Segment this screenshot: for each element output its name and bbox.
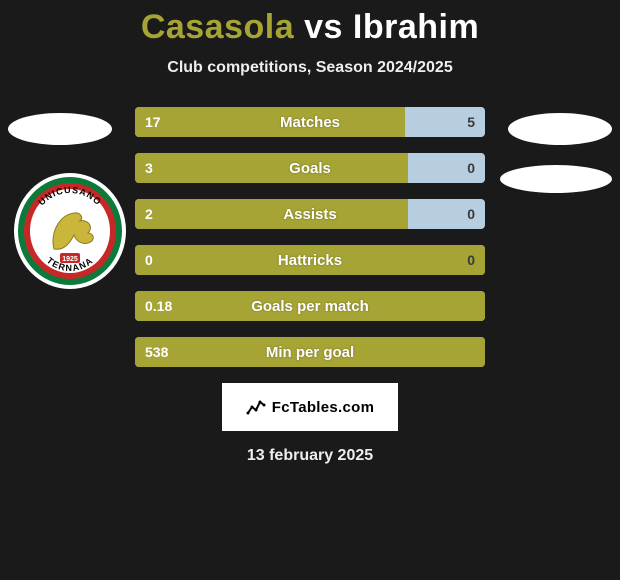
stat-value-right: 0 (457, 199, 485, 229)
page-title: Casasola vs Ibrahim (0, 0, 620, 47)
stat-value-left: 3 (135, 153, 163, 183)
stat-value-right: 0 (457, 245, 485, 275)
stat-row: 2Assists0 (135, 199, 485, 229)
badge-year: 1925 (62, 256, 78, 263)
stat-row: 17Matches5 (135, 107, 485, 137)
stat-value-left: 17 (135, 107, 171, 137)
chart-icon (246, 397, 266, 417)
fctables-watermark: FcTables.com (222, 383, 398, 431)
stat-value-left: 0.18 (135, 291, 182, 321)
stat-bar-left-fill (135, 199, 408, 229)
club-badge-svg: UNICUSANO TERNANA 1925 (10, 171, 130, 291)
player2-disc-placeholder-1 (508, 113, 612, 145)
fctables-label: FcTables.com (272, 399, 375, 416)
stat-value-left: 0 (135, 245, 163, 275)
title-vs: vs (304, 8, 343, 46)
stat-bar-left-fill (135, 107, 405, 137)
stat-row: 3Goals0 (135, 153, 485, 183)
player2-disc-placeholder-2 (500, 165, 612, 193)
comparison-stage: UNICUSANO TERNANA 1925 17Matches5 3Goals0… (0, 107, 620, 367)
stat-row: 0.18Goals per match (135, 291, 485, 321)
stat-bar-left-fill (135, 337, 485, 367)
player1-disc-placeholder (8, 113, 112, 145)
stat-value-right: 0 (457, 153, 485, 183)
stat-value-right (465, 291, 485, 321)
title-player1: Casasola (141, 8, 294, 46)
stat-value-right (465, 337, 485, 367)
snapshot-date: 13 february 2025 (0, 447, 620, 465)
stat-bars: 17Matches5 3Goals0 2Assists0 0Hattricks0 0.1… (135, 107, 485, 367)
stat-value-left: 2 (135, 199, 163, 229)
stat-row: 0Hattricks0 (135, 245, 485, 275)
stat-bar-left-fill (135, 245, 485, 275)
stat-value-right: 5 (457, 107, 485, 137)
stat-bar-left-fill (135, 291, 485, 321)
stat-value-left: 538 (135, 337, 178, 367)
player1-club-badge: UNICUSANO TERNANA 1925 (10, 171, 130, 291)
stat-bar-left-fill (135, 153, 408, 183)
title-player2: Ibrahim (353, 8, 479, 46)
stat-row: 538Min per goal (135, 337, 485, 367)
subtitle: Club competitions, Season 2024/2025 (0, 59, 620, 77)
